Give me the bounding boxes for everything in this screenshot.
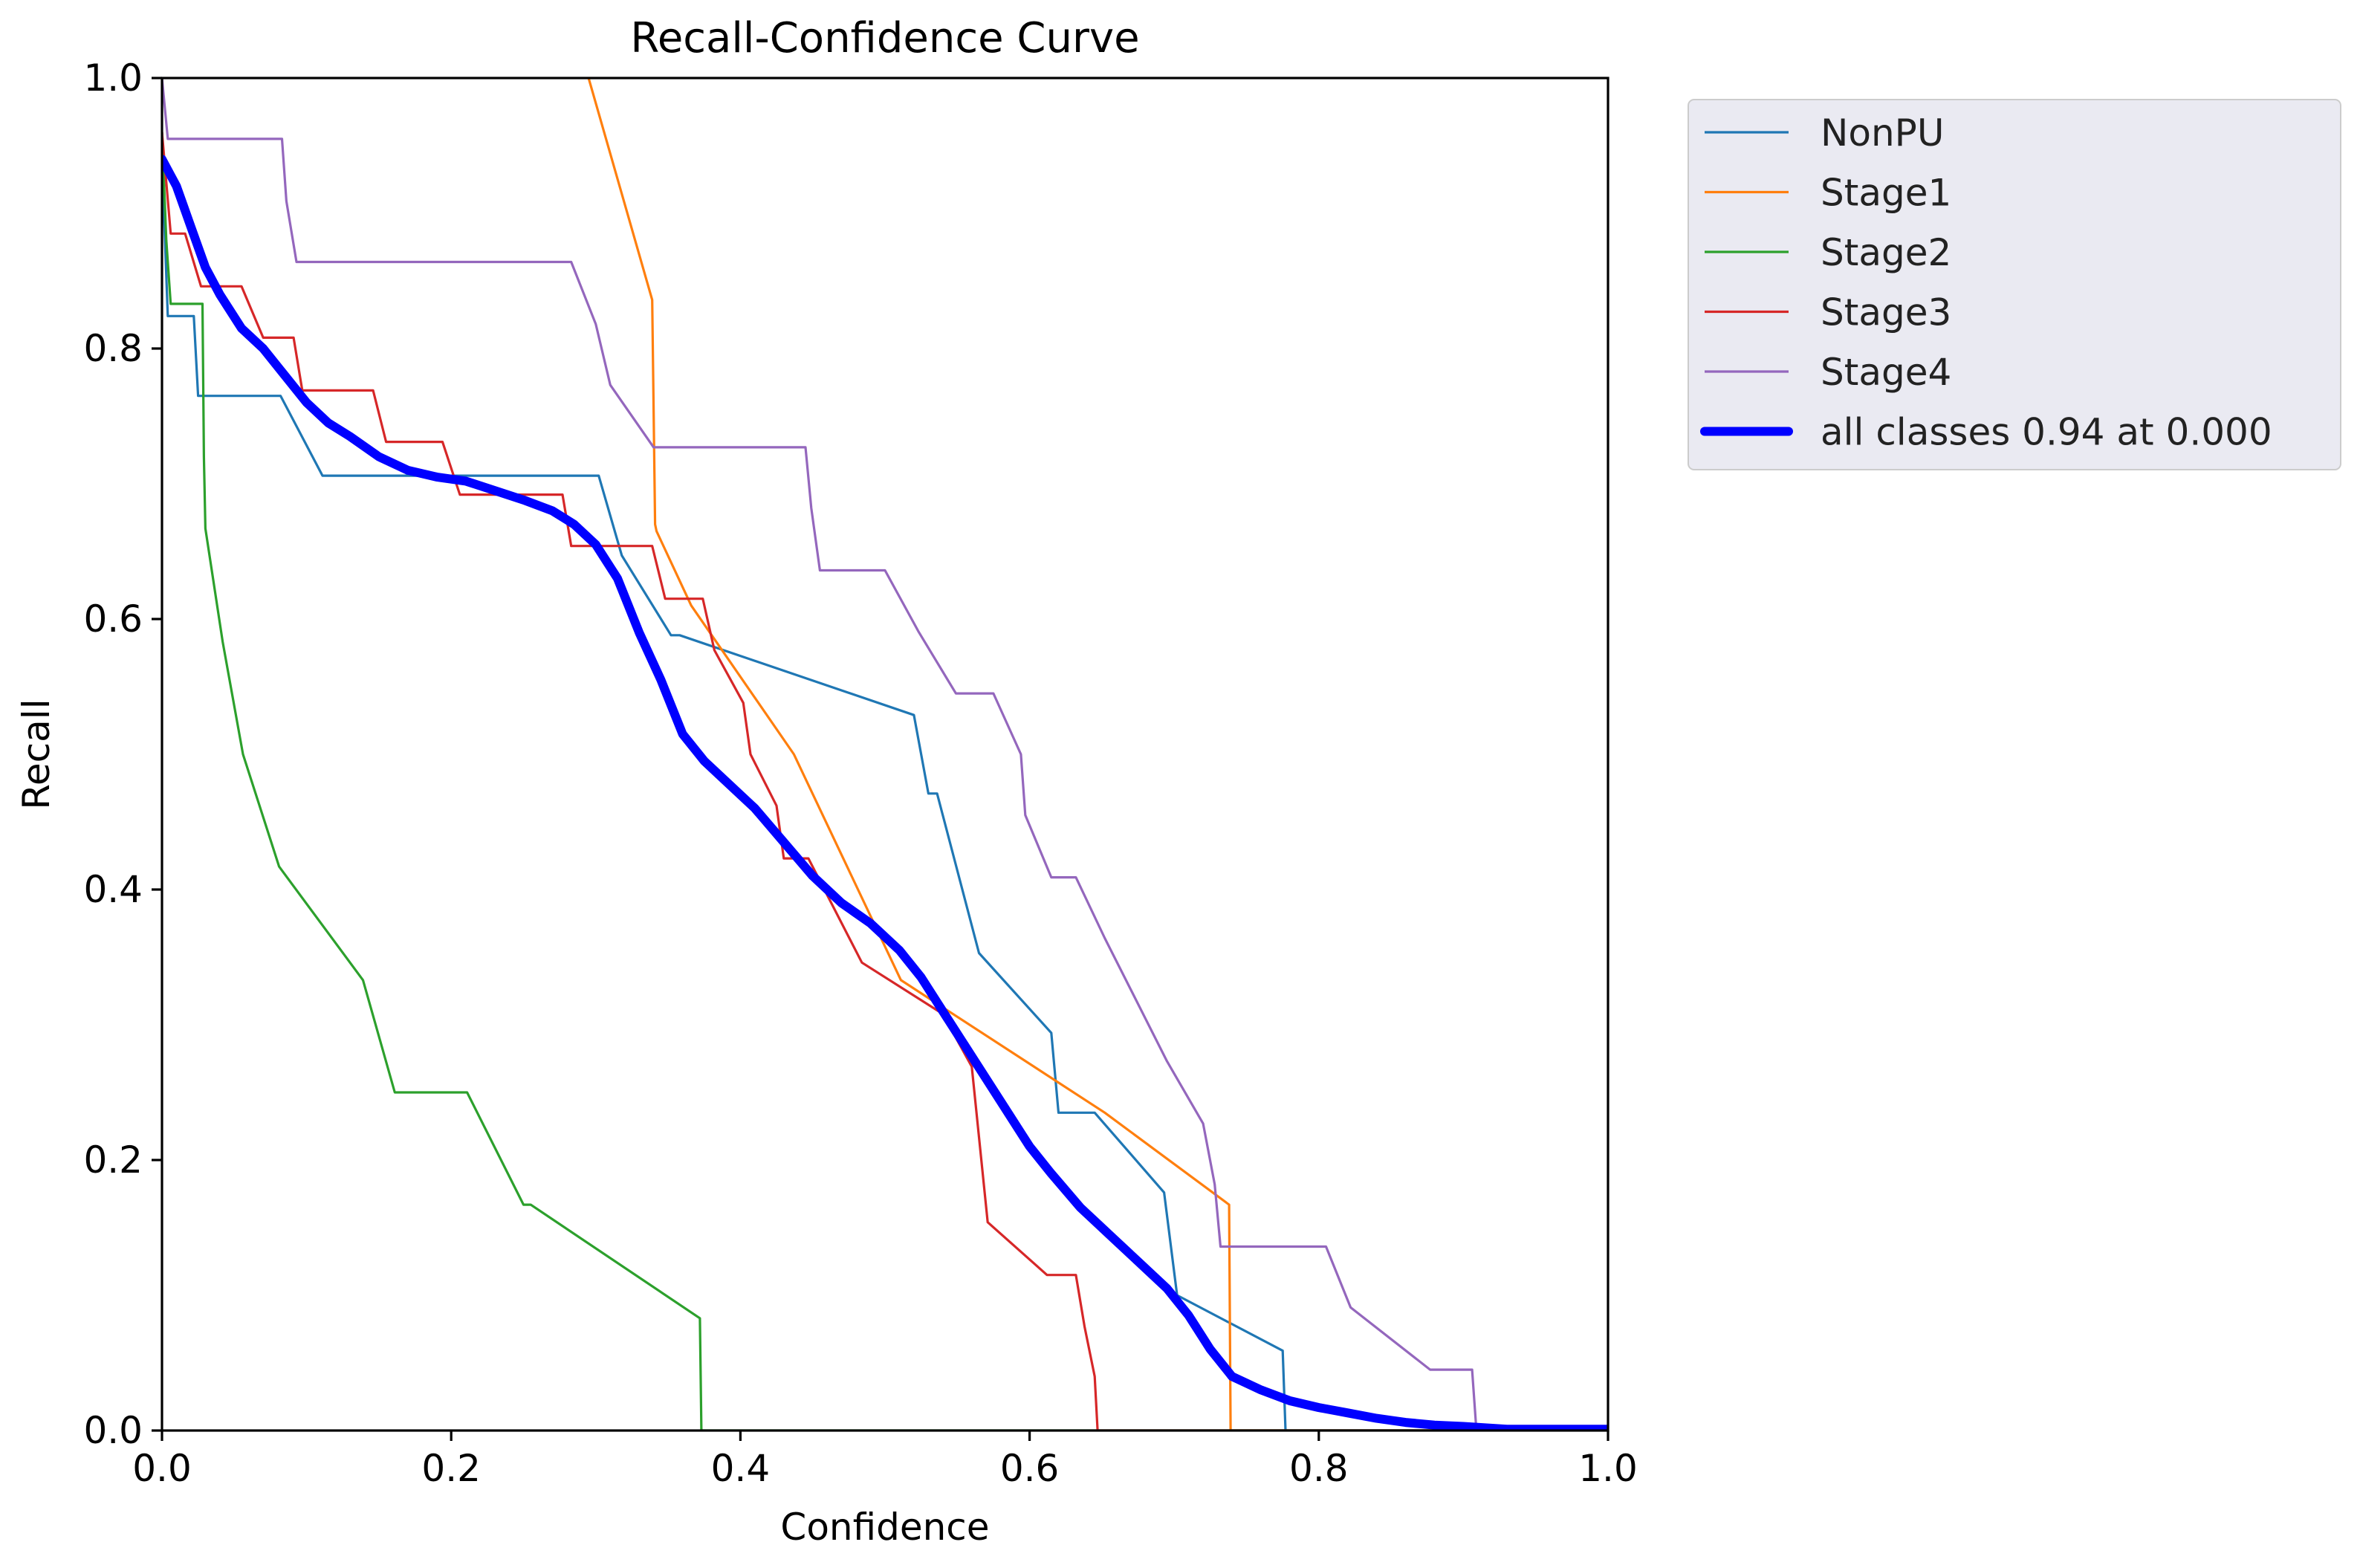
legend-item: Stage3 [1705, 291, 1951, 334]
legend: NonPU Stage1 Stage2 Stage3 Stage4 all classes… [1688, 99, 2341, 470]
series-line-1 [162, 159, 1608, 1431]
y-tick-label: 0.0 [83, 1409, 143, 1452]
legend-item: Stage2 [1705, 231, 1951, 274]
legend-item: Stage1 [1705, 172, 1951, 215]
plot-area [162, 78, 1608, 1431]
legend-label: Stage2 [1821, 231, 1951, 274]
x-tick-label: 0.4 [711, 1447, 771, 1490]
x-tick-label: 0.2 [421, 1447, 481, 1490]
series-line-5 [162, 78, 1608, 1431]
legend-label: Stage4 [1821, 351, 1951, 394]
y-tick-label: 0.8 [83, 327, 143, 370]
series-line-6 [162, 155, 1608, 1431]
y-tick-label: 0.4 [83, 868, 143, 911]
axes: 0.0 0.2 0.4 0.6 0.8 1.0 0.0 0.2 0.4 0.6 0.8 1.0 [83, 56, 1637, 1490]
y-tick-label: 1.0 [83, 56, 143, 100]
chart-title: Recall-Confidence Curve [630, 14, 1139, 62]
x-tick-label: 0.6 [1000, 1447, 1060, 1490]
x-tick-label: 0.8 [1289, 1447, 1349, 1490]
x-axis-label: Confidence [780, 1506, 989, 1549]
y-tick-label: 0.2 [83, 1138, 143, 1182]
y-tick-label: 0.6 [83, 597, 143, 641]
legend-label: Stage3 [1821, 291, 1951, 334]
series-line-3 [162, 132, 1608, 1431]
legend-item: Stage4 [1705, 351, 1951, 394]
legend-item: all classes 0.94 at 0.000 [1700, 411, 2272, 454]
series-line-4 [162, 132, 1608, 1431]
legend-box [1688, 99, 2341, 470]
series-line-2 [587, 78, 1608, 1431]
legend-label: NonPU [1821, 111, 1944, 155]
plot-frame [161, 77, 1609, 1432]
y-axis-label: Recall [15, 699, 58, 809]
x-tick-label: 0.0 [132, 1447, 192, 1490]
legend-label: Stage1 [1821, 172, 1951, 215]
legend-item: NonPU [1705, 111, 1944, 155]
legend-label: all classes 0.94 at 0.000 [1821, 411, 2272, 454]
x-tick-label: 1.0 [1578, 1447, 1638, 1490]
